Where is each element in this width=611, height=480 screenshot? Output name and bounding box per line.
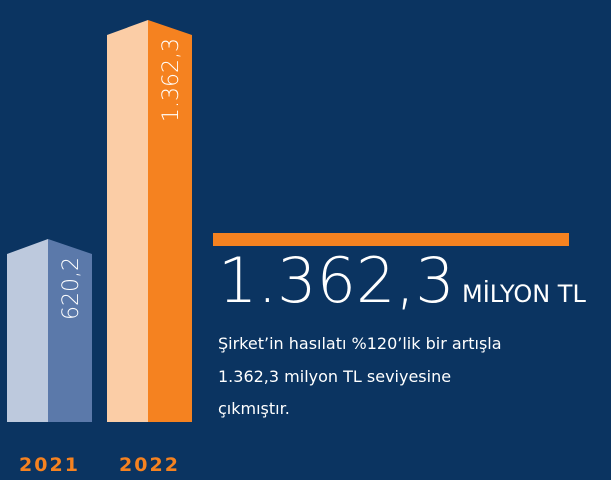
headline-unit: MİLYON TL xyxy=(462,279,586,308)
x-tick-label: 2021 xyxy=(19,454,80,476)
description-line: 1.362,3 milyon TL seviyesine xyxy=(218,367,451,386)
value-label: 1.362,3 xyxy=(159,38,184,122)
bar-side-face xyxy=(48,238,92,422)
headline-value: 1.362,3 xyxy=(218,244,455,317)
value-label: 620,2 xyxy=(59,257,84,320)
bar-side-face xyxy=(148,20,192,422)
description-line: Şirket’in hasılatı %120’lik bir artışla xyxy=(218,334,502,353)
x-tick-label: 2022 xyxy=(119,454,180,476)
bar-front-face xyxy=(7,238,48,422)
bar-front-face xyxy=(107,20,148,422)
accent-bar xyxy=(213,233,569,246)
description-line: çıkmıştır. xyxy=(218,399,290,418)
